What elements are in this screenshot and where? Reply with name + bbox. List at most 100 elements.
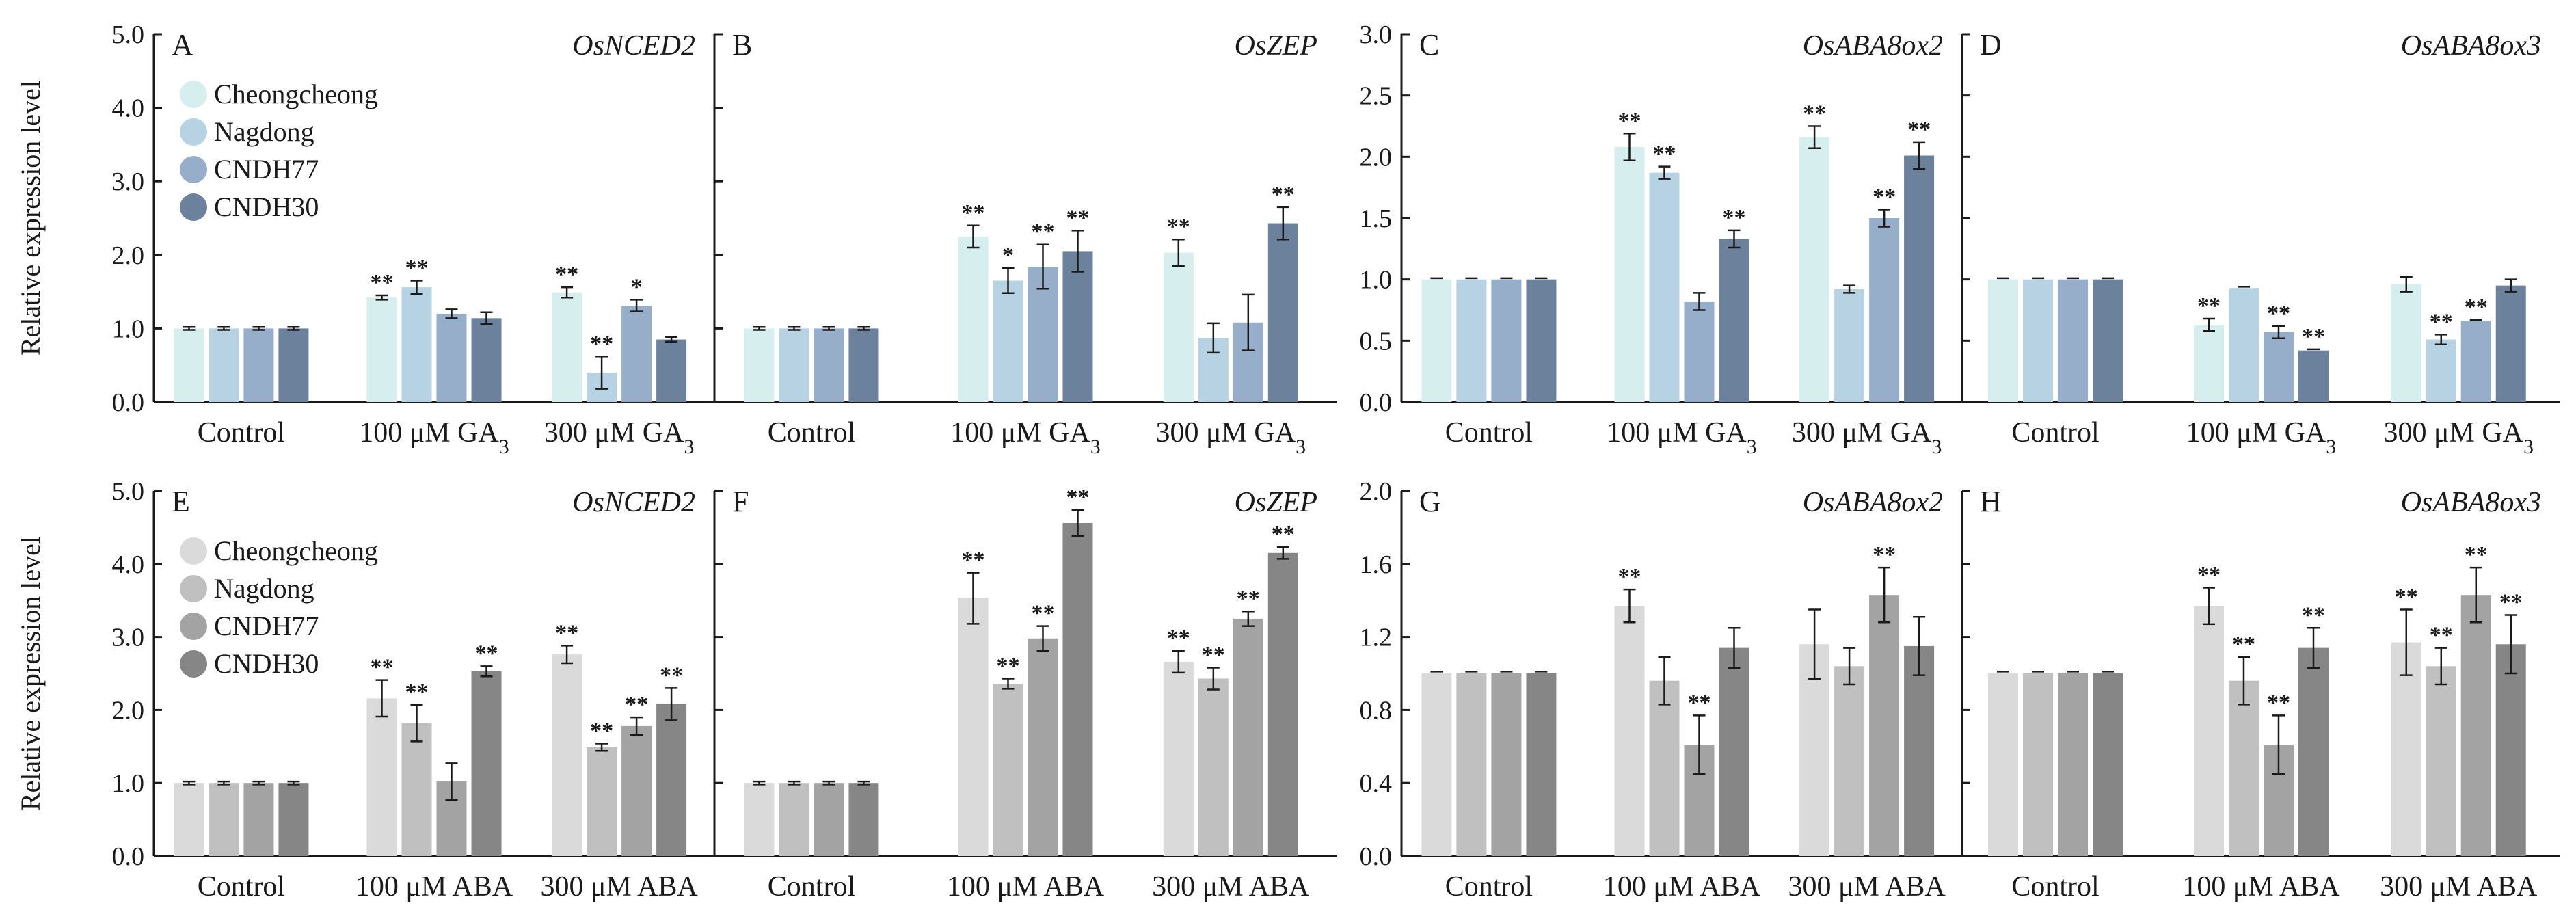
category-label: Control bbox=[2011, 871, 2099, 902]
legend-label: CNDH77 bbox=[214, 154, 319, 185]
significance-marker: ** bbox=[2197, 563, 2221, 588]
bar bbox=[621, 725, 652, 856]
significance-marker: ** bbox=[1688, 690, 1711, 715]
y-tick-label: 0.5 bbox=[1360, 327, 1393, 356]
chart-panel-A: 0.0 1.0 2.0 3.0 4.0 5.0 A OsNCED2 Control 100 μM … bbox=[112, 21, 714, 458]
significance-marker: ** bbox=[2465, 295, 2488, 320]
bar bbox=[471, 318, 502, 402]
bar bbox=[2093, 279, 2123, 402]
significance-marker: ** bbox=[1618, 108, 1641, 133]
bar bbox=[2391, 642, 2421, 856]
bar bbox=[2298, 350, 2329, 402]
panel-letter: H bbox=[1980, 485, 2002, 518]
legend-swatch bbox=[180, 537, 207, 565]
bar bbox=[1869, 595, 1900, 856]
bar bbox=[587, 747, 617, 856]
significance-marker: ** bbox=[1237, 586, 1260, 611]
gene-name: OsABA8ox3 bbox=[2401, 487, 2541, 518]
bar bbox=[1456, 673, 1487, 856]
bar bbox=[552, 654, 582, 856]
bar bbox=[1062, 251, 1093, 402]
bar bbox=[1834, 666, 1865, 856]
bar bbox=[2194, 325, 2224, 402]
bar bbox=[1684, 301, 1715, 402]
y-tick-label: 2.5 bbox=[1360, 82, 1393, 111]
significance-marker: ** bbox=[371, 270, 394, 295]
significance-marker: ** bbox=[371, 655, 394, 680]
category-label: 300 μM ABA bbox=[2380, 871, 2538, 902]
significance-marker: ** bbox=[1272, 182, 1295, 207]
bar bbox=[1988, 673, 2018, 856]
legend-label: Cheongcheong bbox=[214, 535, 378, 566]
panel-letter: F bbox=[732, 485, 749, 518]
bar bbox=[1163, 661, 1194, 856]
category-label: Control bbox=[2011, 417, 2099, 449]
bar bbox=[1649, 172, 1680, 402]
legend-swatch bbox=[180, 118, 207, 146]
significance-marker: ** bbox=[962, 200, 985, 226]
panel-letter: G bbox=[1419, 485, 1441, 518]
chart-panel-C: 0.0 0.5 1.0 1.5 2.0 2.5 3.0 C OsABA8ox2 Control 10… bbox=[1360, 21, 1962, 458]
significance-marker: ** bbox=[625, 692, 648, 717]
bar bbox=[2058, 673, 2088, 856]
category-label: 100 μM ABA bbox=[947, 871, 1105, 902]
bar bbox=[779, 783, 809, 856]
bar bbox=[779, 328, 809, 402]
significance-marker: ** bbox=[1066, 485, 1090, 510]
y-tick-label: 0.0 bbox=[1360, 842, 1393, 871]
legend-label: Cheongcheong bbox=[214, 79, 378, 109]
bar bbox=[2460, 595, 2491, 856]
bar bbox=[278, 328, 309, 402]
category-label: 100 μM ABA bbox=[355, 871, 513, 902]
category-label: 100 μM GA3 bbox=[2186, 417, 2337, 458]
significance-marker: ** bbox=[1032, 219, 1055, 245]
category-label: 300 μM ABA bbox=[540, 871, 698, 902]
bar bbox=[243, 328, 274, 402]
significance-marker: ** bbox=[2197, 293, 2221, 319]
significance-marker: ** bbox=[1723, 205, 1746, 230]
significance-marker: ** bbox=[1873, 184, 1896, 209]
category-label: 100 μM ABA bbox=[1603, 871, 1761, 902]
gene-name: OsABA8ox2 bbox=[1803, 487, 1943, 518]
bar bbox=[1526, 673, 1557, 856]
significance-marker: ** bbox=[2267, 690, 2290, 715]
category-label: 300 μM ABA bbox=[1152, 871, 1310, 902]
y-tick-label: 3.0 bbox=[112, 624, 145, 652]
significance-marker: ** bbox=[405, 680, 429, 705]
panel-letter: B bbox=[732, 28, 752, 62]
bar bbox=[1198, 678, 1229, 856]
bar bbox=[2426, 339, 2456, 402]
bar bbox=[1267, 223, 1298, 402]
bar bbox=[1904, 645, 1935, 856]
legend-swatch bbox=[180, 613, 207, 640]
bar bbox=[2495, 285, 2526, 402]
bar bbox=[993, 683, 1023, 856]
y-tick-label: 4.0 bbox=[112, 550, 145, 579]
significance-marker: ** bbox=[2267, 301, 2290, 326]
bar bbox=[744, 328, 775, 402]
significance-marker: ** bbox=[1167, 214, 1190, 239]
category-label: 100 μM GA3 bbox=[1607, 417, 1757, 458]
significance-marker: ** bbox=[2430, 623, 2453, 648]
chart-panel-D: D OsABA8ox3 Control 100 μM GA3 ** ** ** 300 μM … bbox=[1961, 28, 2560, 458]
legend-label: Nagdong bbox=[214, 573, 314, 604]
bar bbox=[1421, 279, 1452, 402]
significance-marker: ** bbox=[2302, 602, 2325, 628]
gene-name: OsNCED2 bbox=[572, 30, 695, 62]
significance-marker: ** bbox=[2302, 324, 2325, 349]
bar bbox=[1163, 252, 1194, 402]
bar bbox=[1869, 218, 1900, 402]
y-tick-label: 0.0 bbox=[1360, 388, 1393, 417]
legend-label: Nagdong bbox=[214, 116, 314, 147]
significance-marker: ** bbox=[1167, 626, 1190, 651]
bar bbox=[2391, 284, 2421, 402]
gene-name: OsZEP bbox=[1235, 30, 1317, 62]
significance-marker: * bbox=[1002, 243, 1014, 268]
bar bbox=[1062, 522, 1093, 856]
bar bbox=[2298, 647, 2329, 856]
bar bbox=[1719, 239, 1749, 402]
significance-marker: ** bbox=[405, 255, 429, 280]
bar bbox=[848, 783, 879, 856]
bar bbox=[1028, 638, 1058, 856]
bar bbox=[1421, 673, 1452, 856]
